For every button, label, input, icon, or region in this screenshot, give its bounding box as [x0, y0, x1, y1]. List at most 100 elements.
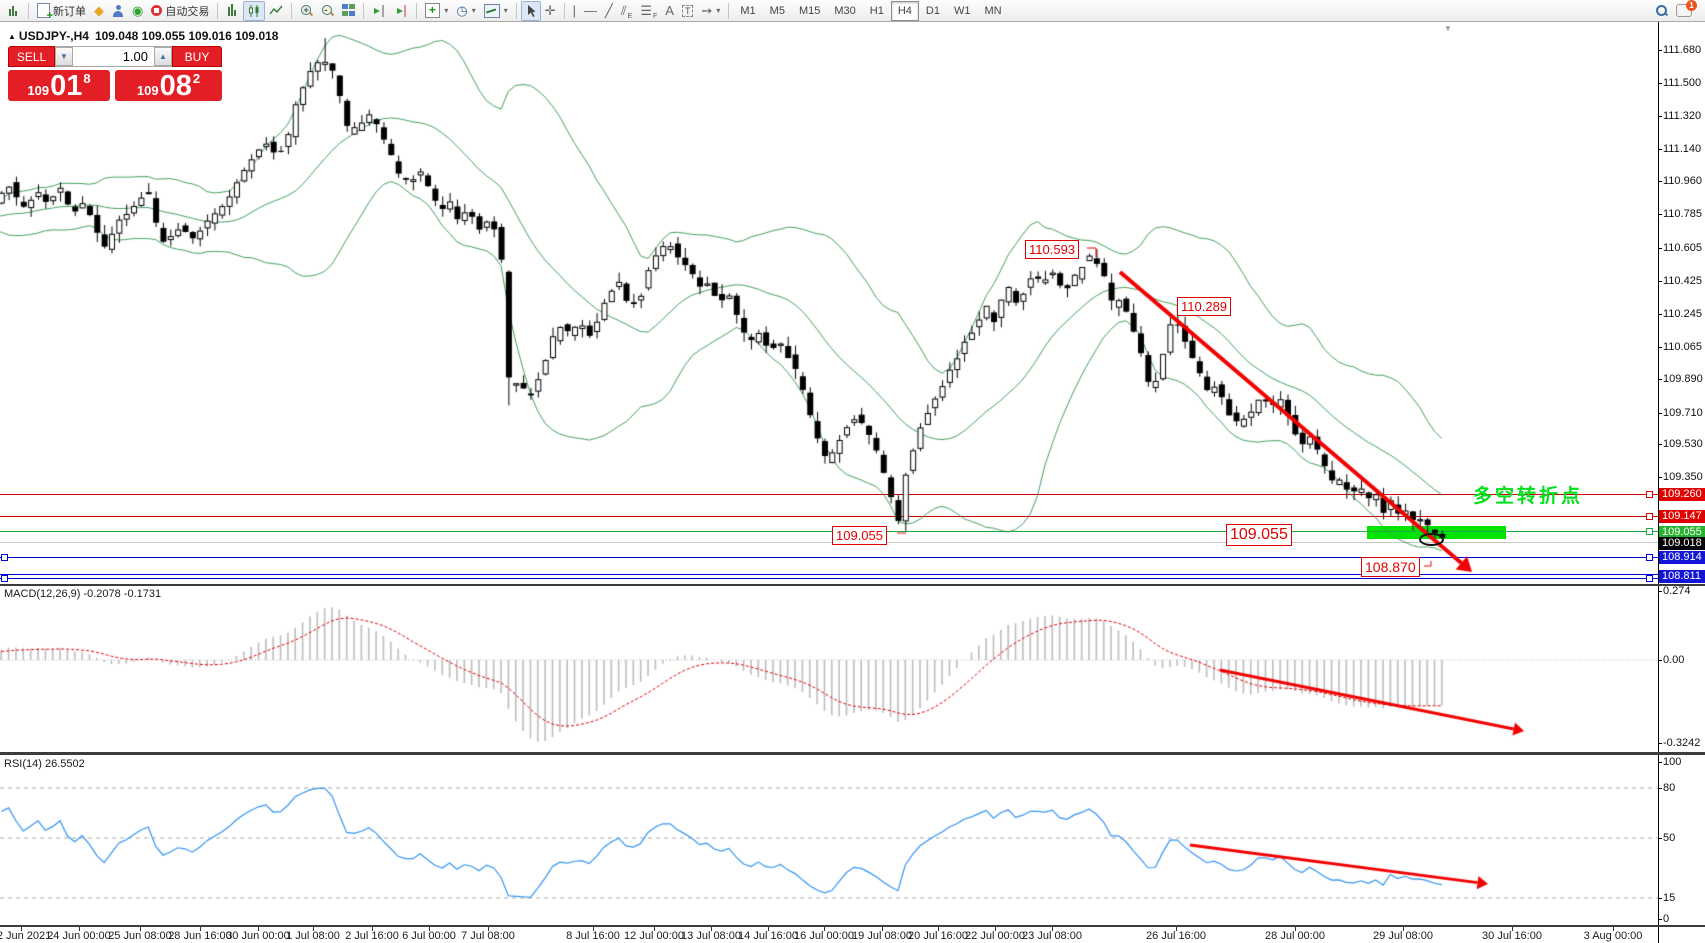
horizontal-line-tool-button[interactable]: — — [580, 1, 601, 21]
macd-rsi-splitter[interactable] — [0, 752, 1705, 755]
rsi-tick-mark — [1658, 788, 1662, 789]
templates-button[interactable]: ▾ — [480, 1, 512, 21]
annotation-high-price-label-2[interactable]: 110.289 — [1177, 297, 1232, 316]
text-label-tool-button[interactable]: T — [678, 1, 698, 21]
price-circle-annotation[interactable] — [1419, 533, 1444, 546]
collapse-panel-icon[interactable]: ▲ — [8, 32, 16, 41]
cursor-tool-button[interactable] — [520, 0, 541, 21]
chat-icon: 1 — [1676, 0, 1697, 17]
macd-tick-mark — [1658, 591, 1662, 592]
price-tick-label: 109.350 — [1663, 471, 1703, 483]
timeframe-button-h1[interactable]: H1 — [869, 4, 884, 17]
annotation-low-price-label-2[interactable]: 108.870 — [1361, 557, 1420, 577]
tile-windows-button[interactable] — [338, 1, 359, 21]
channel-tool-button[interactable]: ⫽ E — [620, 3, 633, 20]
sell-button[interactable]: SELL — [8, 46, 55, 67]
timeframe-button-m30[interactable]: M30 — [834, 4, 856, 17]
auto-scroll-button[interactable] — [368, 1, 390, 21]
indicators-dropdown-icon: ▾ — [444, 6, 449, 15]
time-tick-label: 2 Jul 16:00 — [345, 930, 399, 942]
timeframe-button-w1[interactable]: W1 — [953, 4, 971, 17]
text-icon: A — [665, 3, 674, 18]
zoom-out-icon: - — [321, 4, 334, 17]
profile-button[interactable] — [108, 1, 128, 21]
price-tick-label: 109.710 — [1663, 407, 1703, 419]
time-tick-label: 8 Jul 16:00 — [566, 930, 620, 942]
sell-price-display[interactable]: 109 01 8 — [8, 70, 110, 101]
annotation-support-price-label[interactable]: 109.055 — [1226, 524, 1292, 546]
volume-increase-button[interactable]: ▲ — [154, 47, 172, 66]
line-chart-mode-button[interactable] — [265, 1, 287, 21]
candlestick-mode-button[interactable] — [243, 0, 266, 21]
text-tool-button[interactable]: A — [661, 1, 678, 21]
periods-dropdown-icon: ▾ — [471, 6, 476, 15]
timeframe-button-mn[interactable]: MN — [984, 4, 1002, 17]
horizontal-line-object[interactable] — [0, 494, 1658, 495]
one-click-trading-panel: SELL ▼ 1.00 ▲ BUY 109 01 8 109 08 2 — [8, 46, 222, 101]
horizontal-line-object[interactable] — [0, 516, 1658, 517]
annotation-high-price-label-1[interactable]: 110.593 — [1025, 240, 1080, 259]
horizontal-line-object[interactable] — [0, 578, 1658, 579]
timeframe-button-h4[interactable]: H4 — [890, 0, 919, 21]
bar-chart-mode-button[interactable] — [222, 1, 243, 21]
market-watch-button[interactable]: ◆ — [90, 1, 108, 21]
horizontal-line-object[interactable] — [0, 531, 1658, 532]
signals-button[interactable]: ◉ — [128, 1, 147, 21]
volume-decrease-button[interactable]: ▼ — [55, 47, 73, 66]
price-tick-mark — [1658, 379, 1662, 380]
time-tick-label: 22 Jul 00:00 — [965, 930, 1025, 942]
periods-button[interactable]: ◷ ▾ — [452, 1, 479, 21]
crosshair-tool-button[interactable]: ✛ — [541, 1, 560, 21]
line-handle[interactable] — [1, 554, 8, 561]
horizontal-line-icon: — — [584, 3, 598, 18]
timeframe-button-m5[interactable]: M5 — [769, 4, 785, 17]
price-tick-mark — [1658, 181, 1662, 182]
turning-point-text[interactable]: 多空转折点 — [1473, 486, 1584, 507]
trendline-tool-button[interactable]: ╱ — [601, 1, 617, 21]
rsi-panel-plot-area[interactable] — [0, 756, 1658, 925]
buy-button[interactable]: BUY — [172, 46, 222, 67]
timeframe-button-m15[interactable]: M15 — [798, 4, 821, 17]
zoom-out-button[interactable]: - — [317, 1, 338, 21]
macd-tick-mark — [1658, 743, 1662, 744]
volume-input[interactable]: 1.00 — [73, 47, 154, 66]
arrows-tool-button[interactable]: ➙ ▾ — [697, 1, 724, 21]
rsi-tick-mark — [1658, 838, 1662, 839]
indicators-button[interactable]: ▾ — [421, 1, 452, 21]
new-chart-icon[interactable] — [3, 1, 24, 21]
macd-label: MACD(12,26,9) -0.2078 -0.1731 — [4, 588, 162, 600]
search-button[interactable] — [1651, 1, 1672, 21]
clock-icon: ◷ — [456, 3, 468, 18]
price-tick-mark — [1658, 83, 1662, 84]
main-chart-plot-area[interactable] — [0, 22, 1658, 584]
annotation-low-price-label-1[interactable]: 109.055 — [832, 526, 887, 545]
line-handle[interactable] — [1646, 575, 1653, 582]
new-order-button[interactable]: 新订单 — [33, 1, 90, 22]
chat-button[interactable]: 1 — [1672, 0, 1697, 21]
buy-price-display[interactable]: 109 08 2 — [115, 70, 222, 101]
main-macd-splitter[interactable] — [0, 584, 1705, 586]
chart-shift-button[interactable] — [390, 1, 412, 21]
line-handle[interactable] — [1646, 491, 1653, 498]
fibonacci-tool-button[interactable]: ☰ F — [640, 3, 658, 20]
equidistant-channel-icon: ⫽ — [620, 3, 627, 18]
line-handle[interactable] — [1646, 513, 1653, 520]
line-handle[interactable] — [1, 575, 8, 582]
chart-shift-icon — [397, 4, 406, 17]
sell-price-pip: 8 — [83, 71, 91, 86]
line-handle[interactable] — [1646, 554, 1653, 561]
vertical-line-tool-button[interactable]: | — [569, 1, 580, 21]
timeframe-button-m1[interactable]: M1 — [740, 4, 756, 17]
macd-panel-plot-area[interactable] — [0, 587, 1658, 752]
price-badge: 109.147 — [1659, 509, 1705, 523]
time-tick-label: 26 Jul 16:00 — [1146, 930, 1206, 942]
zoom-in-button[interactable]: + — [296, 1, 317, 21]
horizontal-line-object[interactable] — [0, 542, 1658, 543]
rsi-scale-label: 0 — [1663, 913, 1670, 925]
time-tick-label: 1 Jul 08:00 — [286, 930, 340, 942]
line-handle[interactable] — [1646, 528, 1653, 535]
macd-scale-label: 0.274 — [1663, 585, 1691, 597]
price-tick-label: 110.960 — [1663, 175, 1702, 187]
timeframe-button-d1[interactable]: D1 — [925, 4, 940, 17]
auto-trading-button[interactable]: 自动交易 — [147, 1, 213, 21]
